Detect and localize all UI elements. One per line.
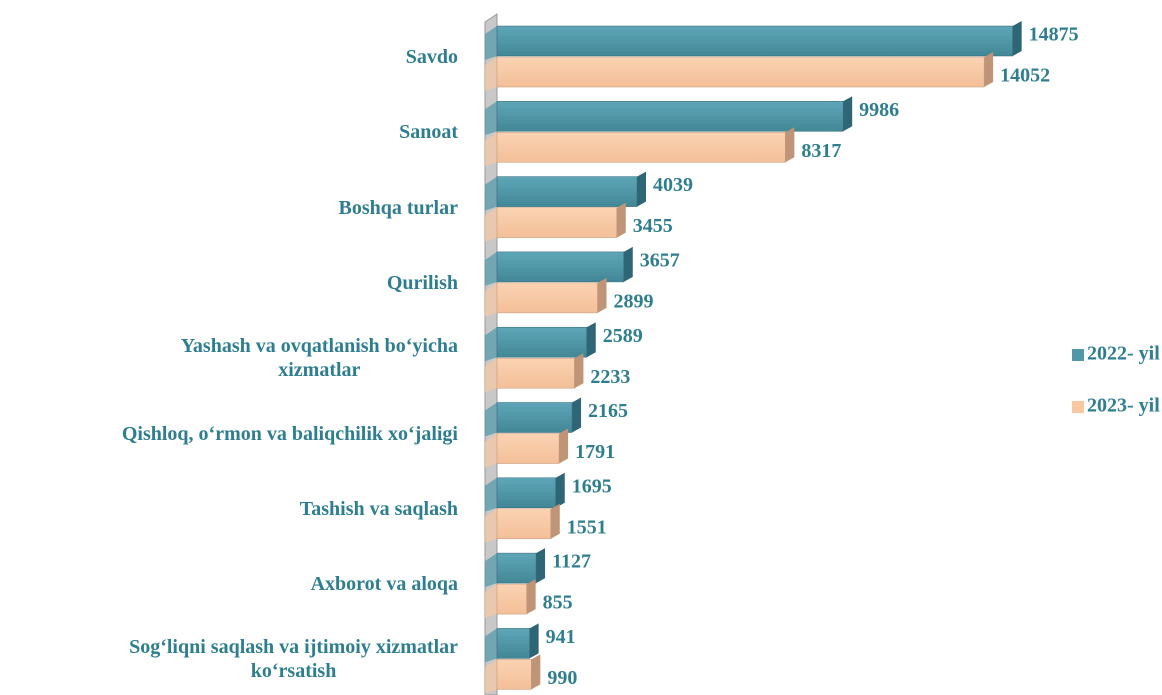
bar <box>496 477 557 509</box>
bar-left-face <box>485 251 497 286</box>
bar-left-face <box>485 207 497 242</box>
category-label: Savdo <box>405 46 458 68</box>
bar-left-face <box>485 327 497 362</box>
bar-left-face <box>485 26 497 60</box>
bar <box>496 402 573 433</box>
value-label: 941 <box>546 626 576 648</box>
value-label: 3455 <box>633 215 673 237</box>
bar-left-face <box>485 553 497 588</box>
bar-left-face <box>485 132 497 167</box>
value-label: 4039 <box>653 174 693 196</box>
value-label: 1127 <box>552 551 591 573</box>
value-label: 9986 <box>859 99 899 121</box>
category-label: Yashash va ovqatlanish bo‘yicha xizmatla… <box>180 335 458 382</box>
value-label: 8317 <box>801 140 841 162</box>
value-label: 2899 <box>613 290 653 312</box>
bar-side-face <box>843 96 853 132</box>
category-label: Sog‘liqni saqlash va ijtimoiy xizmatlar … <box>129 636 458 683</box>
legend-label: 2022- yil <box>1087 343 1160 365</box>
bar <box>496 25 1013 57</box>
legend-swatch <box>1072 401 1084 413</box>
bar <box>496 101 844 132</box>
bar <box>496 132 786 163</box>
bar <box>496 583 527 615</box>
value-label: 1551 <box>567 516 607 538</box>
value-label: 2589 <box>603 325 643 347</box>
value-label: 14052 <box>1000 65 1050 87</box>
bar-side-face <box>526 579 536 615</box>
bar-side-face <box>559 428 569 464</box>
bar-left-face <box>485 659 497 694</box>
legend-label: 2023- yil <box>1087 395 1160 417</box>
value-label: 1791 <box>575 441 615 463</box>
bar-left-face <box>485 508 497 543</box>
bar-side-face <box>637 171 647 207</box>
value-label: 14875 <box>1029 24 1079 46</box>
bar-left-face <box>485 584 497 619</box>
bar <box>496 357 575 389</box>
bar-side-face <box>550 503 560 539</box>
bar <box>496 282 598 314</box>
bar <box>496 251 625 283</box>
bar <box>496 552 537 584</box>
value-label: 2233 <box>590 366 630 388</box>
category-label: Sanoat <box>399 121 458 144</box>
category-label: Qishloq, o‘rmon va baliqchilik xo‘jaligi <box>121 422 458 445</box>
bar-left-face <box>485 433 497 468</box>
bar-left-face <box>485 176 497 211</box>
bar-left-face <box>485 282 497 317</box>
bar-left-face <box>485 477 497 512</box>
category-label: Boshqa turlar <box>338 196 458 219</box>
bar-left-face <box>485 402 497 437</box>
value-label: 990 <box>547 667 577 689</box>
value-label: 1695 <box>572 475 612 497</box>
bar <box>496 326 588 358</box>
bar-side-face <box>529 623 539 659</box>
value-label: 855 <box>543 592 573 614</box>
bar-side-face <box>536 548 546 584</box>
bar-left-face <box>485 101 497 136</box>
value-label: 3657 <box>640 249 680 271</box>
bar-side-face <box>785 127 795 163</box>
bar <box>496 56 985 88</box>
bar-side-face <box>984 52 994 87</box>
bar <box>496 628 530 659</box>
category-label: Qurilish <box>386 271 458 294</box>
bar <box>496 659 532 690</box>
legend-swatch <box>1072 349 1084 361</box>
bar-left-face <box>485 358 497 393</box>
bar-left-face <box>485 628 497 663</box>
bar-left-face <box>485 57 497 91</box>
bar-side-face <box>574 353 584 389</box>
bar <box>496 508 552 540</box>
category-label: Axborot va aloqa <box>310 573 458 596</box>
bar <box>496 176 638 207</box>
bar-side-face <box>531 654 541 690</box>
value-label: 2165 <box>588 400 628 422</box>
category-label: Tashish va saqlash <box>299 497 458 520</box>
bar-side-face <box>586 322 596 358</box>
bar-side-face <box>597 277 607 313</box>
bar-side-face <box>616 202 626 238</box>
bar-side-face <box>1012 21 1022 56</box>
bar-side-face <box>572 397 582 433</box>
bar-side-face <box>555 472 565 508</box>
bar-side-face <box>623 246 633 282</box>
bar <box>496 433 560 464</box>
bar <box>496 207 618 238</box>
